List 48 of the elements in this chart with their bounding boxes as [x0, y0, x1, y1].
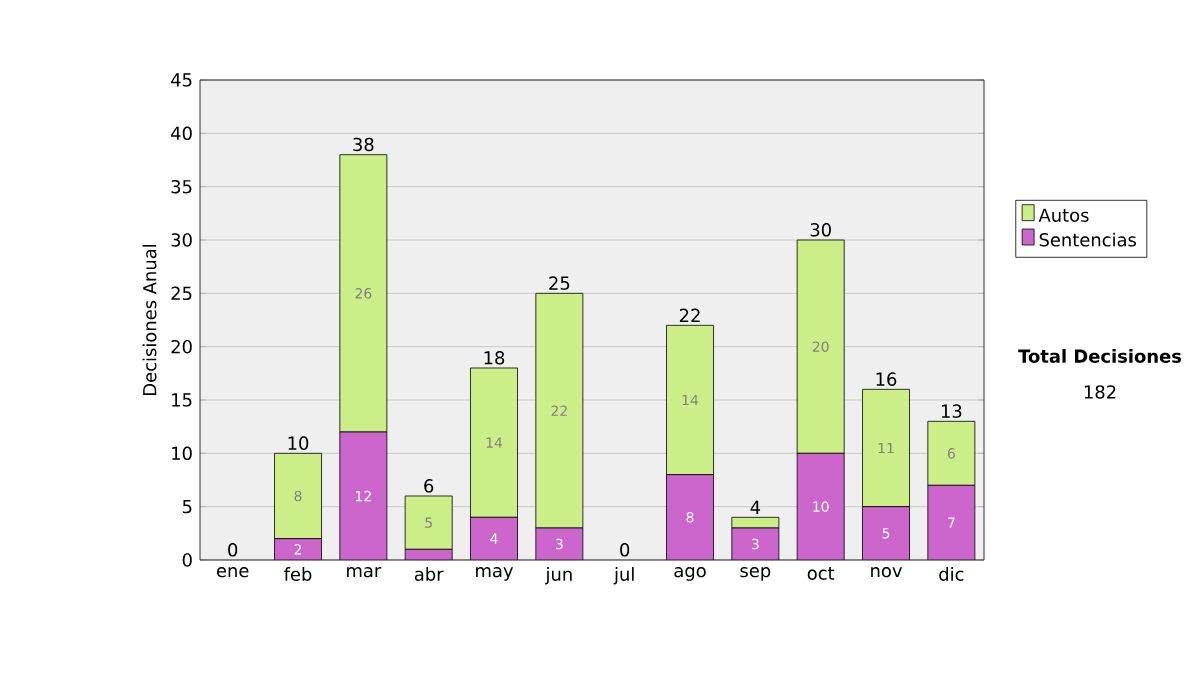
x-tick-label: ene	[216, 567, 249, 578]
x-tick-label: ago	[674, 567, 706, 581]
y-axis-title: Decisiones Anual	[142, 244, 157, 395]
y-tick-label: 5	[182, 500, 192, 514]
y-tick-label: 40	[171, 126, 192, 141]
y-tick-label: 0	[182, 553, 192, 567]
total-label: 10	[288, 436, 309, 450]
bar	[796, 452, 845, 560]
x-tick-label: mar	[347, 567, 382, 578]
y-tick-label: 10	[172, 446, 192, 461]
bar	[470, 517, 518, 560]
x-tick-label: oct	[807, 567, 835, 580]
bar	[404, 495, 453, 550]
text: Total Decisiones	[1018, 349, 1182, 363]
bar	[666, 474, 714, 560]
bar	[731, 527, 780, 560]
y-tick-label: 45	[171, 73, 192, 87]
total-label: 0	[620, 543, 630, 557]
bar	[927, 484, 976, 560]
bar	[535, 528, 583, 560]
y-tick-label: 20	[171, 339, 192, 354]
text: 182	[1084, 385, 1116, 399]
total-label: 16	[876, 372, 897, 386]
total-label: 25	[549, 276, 570, 290]
x-tick-label: sep	[740, 567, 771, 581]
y-tick-label: 35	[171, 179, 192, 194]
total-label: 22	[679, 308, 700, 322]
bar	[862, 506, 910, 560]
x-tick-label: nov	[871, 567, 902, 578]
total-label: 38	[353, 137, 374, 152]
x-tick-label: may	[476, 567, 514, 581]
total-label: 18	[484, 351, 505, 365]
x-tick-label: abr	[414, 567, 444, 581]
y-tick-label: 15	[172, 393, 192, 407]
x-tick-label: dic	[939, 567, 964, 581]
x-tick-label: feb	[284, 567, 312, 581]
legend-label: Sentencias	[1039, 232, 1137, 247]
x-tick-label: jul	[613, 567, 634, 585]
y-tick-label: 25	[171, 286, 192, 301]
total-label: 0	[228, 543, 238, 557]
x-tick-label: jun	[545, 567, 572, 585]
total-label: 30	[810, 223, 831, 237]
total-label: 6	[424, 479, 434, 493]
total-label: 4	[750, 500, 761, 514]
legend-label: Autos	[1038, 208, 1089, 222]
total-label: 13	[941, 404, 962, 418]
y-tick-label: 30	[171, 233, 192, 247]
bar	[339, 432, 387, 560]
